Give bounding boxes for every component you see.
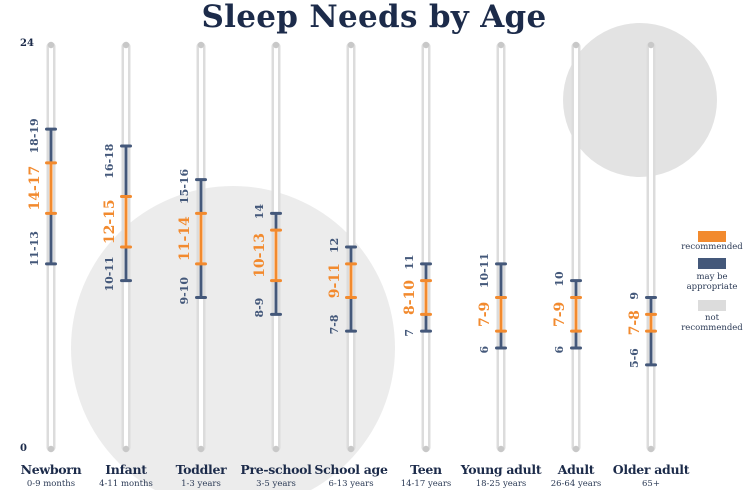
low-range-label: 7-8 — [328, 314, 341, 334]
legend-label-may-be-appropriate: may be appropriate — [686, 272, 738, 292]
low-range-label: 6 — [553, 346, 566, 354]
high-range-label: 10 — [553, 271, 566, 287]
track-inner — [574, 44, 578, 450]
track-end-top — [422, 41, 430, 49]
recommended-range-label: 11-14 — [177, 216, 193, 261]
high-range-label: 12 — [328, 238, 341, 253]
y-tick-0: 0 — [20, 443, 27, 454]
track-end-top — [647, 41, 655, 49]
low-range-label: 8-9 — [253, 298, 266, 318]
category-age-range: 14-17 years — [400, 479, 452, 489]
low-range-label: 7 — [403, 329, 416, 337]
category-age-range: 26-64 years — [550, 479, 602, 489]
category-group: 8-9 10-13 14 — [252, 41, 282, 453]
track-end-bottom — [197, 445, 205, 453]
legend-label-recommended: recommended — [681, 242, 743, 252]
category-name: Toddler — [175, 462, 227, 477]
track-end-bottom — [497, 445, 505, 453]
bg-circle-large — [71, 186, 395, 490]
track-end-bottom — [122, 445, 130, 453]
legend-swatch-not-recommended — [698, 300, 726, 311]
recommended-range-label: 7-9 — [477, 302, 493, 327]
high-range-label: 18-19 — [28, 118, 41, 153]
track-end-bottom — [647, 445, 655, 453]
high-range-label: 14 — [253, 204, 266, 220]
track-end-bottom — [422, 445, 430, 453]
track-end-bottom — [272, 445, 280, 453]
recommended-range-label: 10-13 — [252, 233, 268, 278]
high-range-label: 9 — [628, 292, 641, 300]
high-range-label: 16-18 — [103, 143, 116, 179]
track-inner — [499, 44, 503, 450]
track-end-top — [122, 41, 130, 49]
category-age-range: 18-25 years — [475, 479, 527, 489]
low-range-label: 5-6 — [628, 348, 641, 368]
category-name: Young adult — [460, 462, 542, 477]
track-inner — [649, 44, 653, 450]
recommended-range-label: 12-15 — [102, 199, 118, 244]
legend-label-not-recommended: not recommended — [681, 313, 743, 333]
track-end-bottom — [572, 445, 580, 453]
low-range-label: 9-10 — [178, 277, 191, 305]
low-range-label: 6 — [478, 346, 491, 354]
category-age-range: 4-11 months — [99, 479, 153, 489]
low-range-label: 11-13 — [28, 231, 41, 266]
track-end-bottom — [47, 445, 55, 453]
recommended-range-label: 7-8 — [627, 310, 643, 335]
bg-circle-small — [563, 23, 717, 177]
high-range-label: 11 — [403, 254, 416, 269]
category-group: 7 8-10 11 — [402, 41, 432, 453]
track-inner — [424, 44, 428, 450]
recommended-range-label: 14-17 — [27, 166, 43, 211]
category-group: 11-13 14-17 18-19 — [27, 41, 57, 453]
high-range-label: 10-11 — [478, 253, 491, 288]
track-end-top — [272, 41, 280, 49]
category-name: School age — [314, 462, 388, 477]
y-tick-24: 24 — [20, 38, 34, 49]
category-name: Teen — [410, 462, 442, 477]
category-age-range: 65+ — [642, 479, 660, 489]
category-group: 10-11 12-15 16-18 — [102, 41, 132, 453]
track-end-top — [347, 41, 355, 49]
category-age-range: 0-9 months — [26, 479, 76, 489]
track-end-top — [572, 41, 580, 49]
category-group: 6 7-9 10-11 — [477, 41, 507, 453]
track-end-bottom — [347, 445, 355, 453]
category-group: 9-10 11-14 15-16 — [177, 41, 207, 453]
category-name: Older adult — [612, 462, 690, 477]
recommended-range-label: 8-10 — [402, 280, 418, 315]
track-end-top — [497, 41, 505, 49]
track-end-top — [197, 41, 205, 49]
category-age-range: 3-5 years — [256, 479, 296, 489]
category-group: 7-8 9-11 12 — [327, 41, 357, 453]
category-name: Adult — [557, 462, 595, 477]
low-range-label: 10-11 — [103, 256, 116, 291]
category-name: Infant — [105, 462, 147, 477]
category-name: Newborn — [20, 462, 82, 477]
category-age-range: 1-3 years — [181, 479, 221, 489]
category-group: 6 7-9 10 — [552, 41, 582, 453]
chart-title: Sleep Needs by Age — [201, 0, 547, 35]
legend-swatch-may-be-appropriate — [698, 258, 726, 269]
recommended-range-label: 9-11 — [327, 263, 343, 298]
legend-swatch-recommended — [698, 231, 726, 242]
category-group: 5-6 7-8 9 — [627, 41, 657, 453]
recommended-range-label: 7-9 — [552, 302, 568, 327]
high-range-label: 15-16 — [178, 168, 191, 204]
track-end-top — [47, 41, 55, 49]
category-age-range: 6-13 years — [328, 479, 374, 489]
category-name: Pre-school — [240, 462, 312, 477]
